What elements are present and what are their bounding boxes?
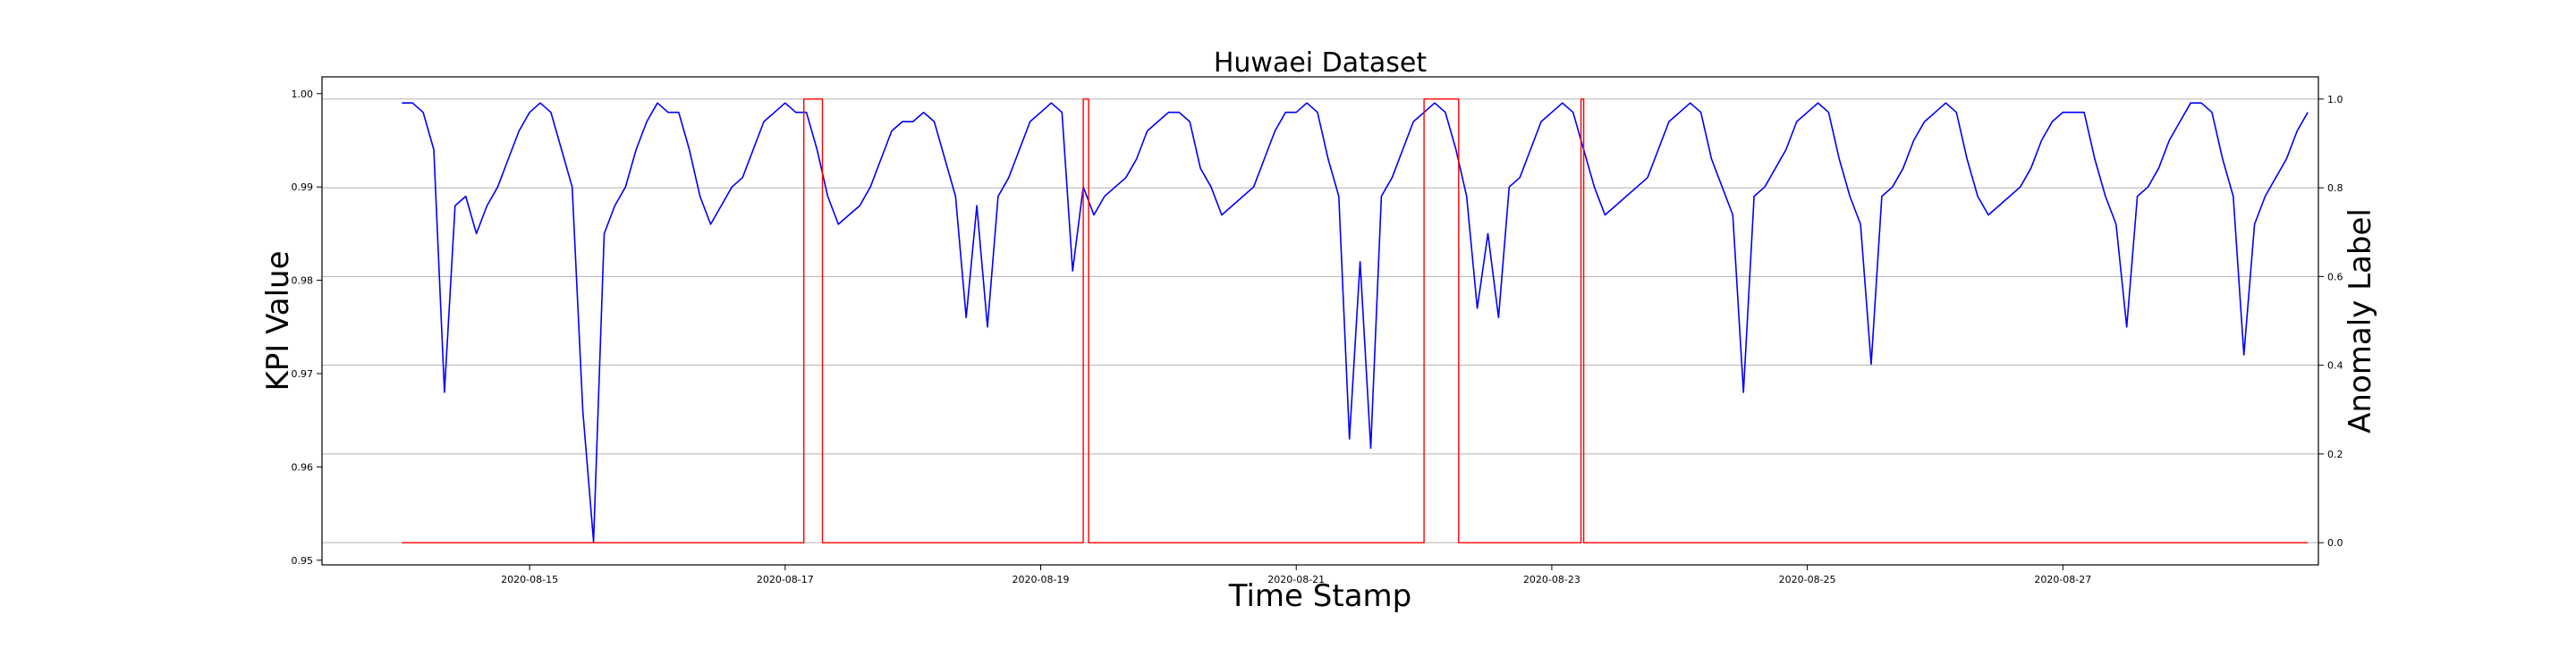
- y-axis-title: KPI Value: [260, 250, 296, 391]
- y-tick-label: 0.96: [292, 461, 314, 473]
- x-tick-label: 2020-08-23: [1523, 574, 1580, 585]
- kpi-value-line: [402, 102, 2309, 543]
- y-tick-label: 0.99: [292, 181, 314, 193]
- y2-tick-label: 1.0: [2327, 94, 2343, 105]
- series-layer: [402, 98, 2309, 543]
- x-tick-label: 2020-08-19: [1013, 574, 1070, 585]
- ticks-layer: 0.95 0.96 0.97 0.98 0.99 1.00 0.0 0.2 0.4 0.6 0.8 1…: [292, 88, 2343, 585]
- y-tick-label: 0.98: [292, 275, 314, 287]
- y-tick-label: 0.95: [292, 555, 314, 567]
- x-tick-label: 2020-08-25: [1779, 574, 1836, 585]
- anomaly-label-line: [402, 98, 2309, 543]
- x-tick-label: 2020-08-21: [1267, 574, 1325, 585]
- plot-frame: [321, 76, 2319, 566]
- y-tick-label: 0.97: [292, 368, 314, 380]
- x-tick-label: 2020-08-27: [2034, 574, 2091, 585]
- x-tick-label: 2020-08-17: [757, 574, 814, 585]
- y2-tick-label: 0.0: [2327, 537, 2343, 549]
- chart-title: Huwaei Dataset: [1214, 47, 1428, 79]
- x-axis-title: Time Stamp: [1228, 578, 1411, 614]
- y2-tick-label: 0.6: [2327, 271, 2343, 282]
- y2-tick-label: 0.4: [2327, 360, 2343, 372]
- y2-axis-title: Anomaly Label: [2343, 208, 2378, 433]
- x-tick-label: 2020-08-15: [501, 574, 558, 585]
- y-tick-label: 1.00: [292, 88, 314, 100]
- y2-tick-label: 0.8: [2327, 182, 2343, 194]
- y2-tick-label: 0.2: [2327, 449, 2343, 460]
